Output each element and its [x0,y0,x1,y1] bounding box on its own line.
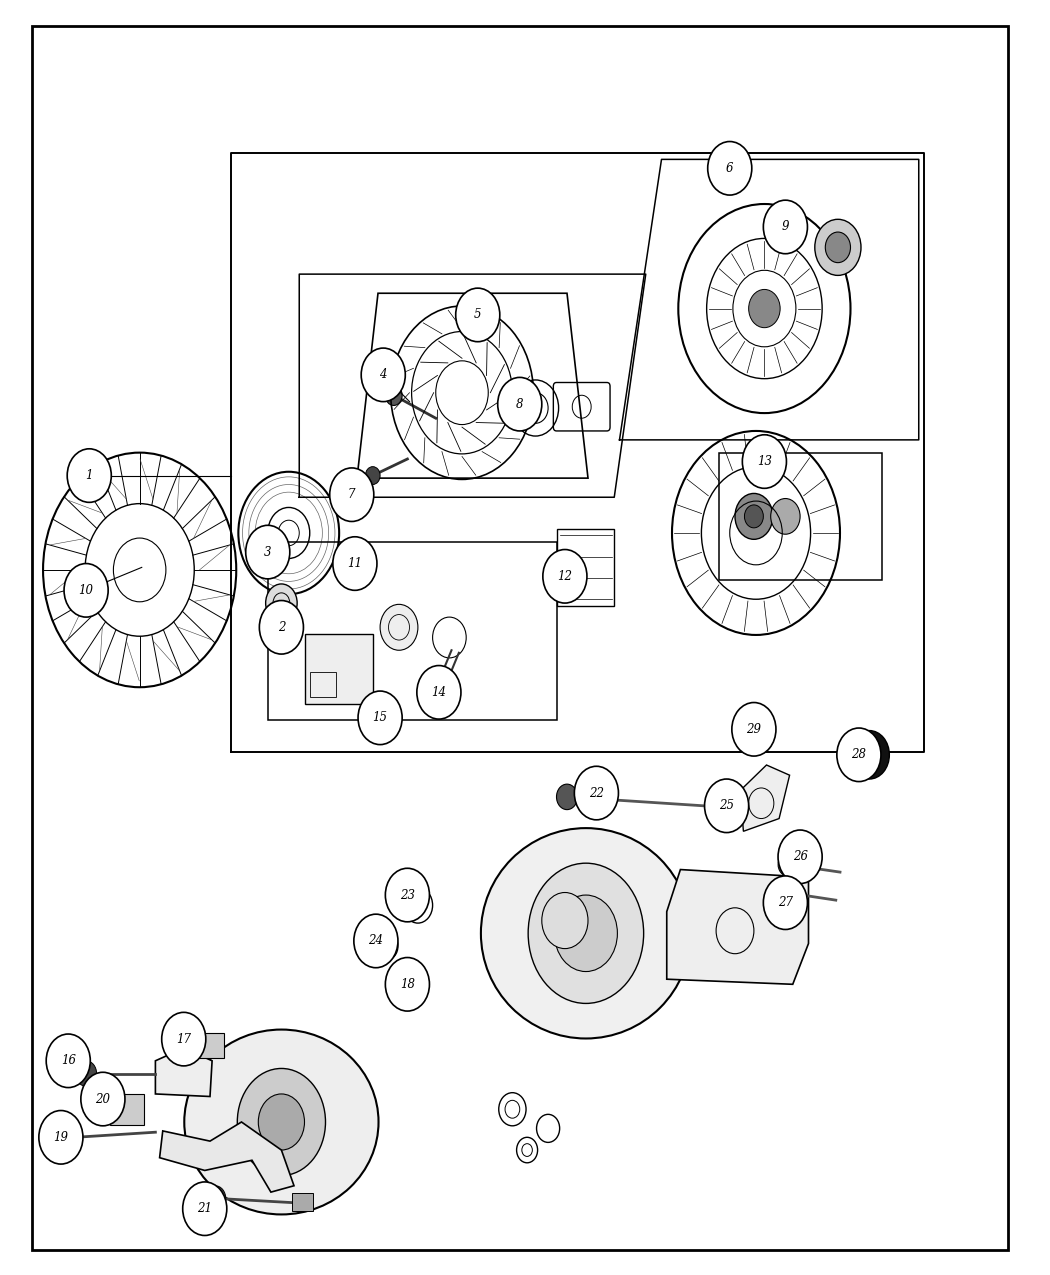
Text: 28: 28 [852,748,866,761]
Text: 27: 27 [778,896,793,909]
Text: 25: 25 [719,799,734,812]
Circle shape [385,385,402,405]
Text: 7: 7 [348,488,356,501]
Circle shape [183,1182,227,1235]
Circle shape [417,666,461,719]
Circle shape [778,830,822,884]
Circle shape [361,348,405,402]
Circle shape [333,537,377,590]
Text: 4: 4 [379,368,387,381]
Circle shape [554,895,617,972]
Text: 8: 8 [516,398,524,411]
Circle shape [528,863,644,1003]
Circle shape [498,377,542,431]
Circle shape [771,499,800,534]
Circle shape [330,468,374,521]
Text: 6: 6 [726,162,734,175]
Bar [556,529,614,606]
Text: 21: 21 [197,1202,212,1215]
Text: 11: 11 [348,557,362,570]
Text: 5: 5 [474,309,482,321]
Circle shape [385,958,429,1011]
Text: 3: 3 [264,546,272,558]
Circle shape [380,604,418,650]
Circle shape [46,1034,90,1088]
Circle shape [849,731,889,779]
Circle shape [825,232,851,263]
Text: 1: 1 [85,469,93,482]
Text: 22: 22 [589,787,604,799]
Circle shape [39,1111,83,1164]
Text: 24: 24 [369,935,383,947]
Bar [310,672,336,697]
Text: 12: 12 [558,570,572,583]
Text: 13: 13 [757,455,772,468]
Text: 14: 14 [432,686,446,699]
Bar [719,453,882,580]
Circle shape [385,868,429,922]
Bar [110,1094,144,1125]
Ellipse shape [481,829,691,1038]
Circle shape [708,142,752,195]
Text: 29: 29 [747,723,761,736]
Circle shape [740,710,768,743]
Circle shape [778,853,797,876]
Text: 10: 10 [79,584,93,597]
Circle shape [543,550,587,603]
Circle shape [266,584,297,622]
Circle shape [776,881,795,904]
Circle shape [246,525,290,579]
Bar [268,542,556,720]
Text: 20: 20 [96,1093,110,1105]
Circle shape [358,691,402,745]
Circle shape [735,493,773,539]
Text: 16: 16 [61,1054,76,1067]
Circle shape [763,876,807,929]
Text: 17: 17 [176,1033,191,1045]
Text: 2: 2 [277,621,286,634]
Circle shape [732,703,776,756]
Circle shape [749,289,780,328]
Circle shape [365,467,380,484]
Circle shape [574,766,618,820]
Circle shape [815,219,861,275]
Text: 26: 26 [793,850,807,863]
Circle shape [763,200,807,254]
Circle shape [205,1186,226,1211]
Bar [197,1033,224,1058]
Text: 19: 19 [54,1131,68,1144]
Bar [292,1193,313,1211]
Text: 18: 18 [400,978,415,991]
Circle shape [237,1068,326,1176]
Polygon shape [740,765,790,831]
Polygon shape [160,1122,294,1192]
Circle shape [162,1012,206,1066]
Circle shape [837,728,881,782]
Circle shape [456,288,500,342]
Circle shape [542,892,588,949]
Text: 15: 15 [373,711,387,724]
Circle shape [742,435,786,488]
Circle shape [61,1125,82,1150]
Polygon shape [155,1048,212,1096]
Circle shape [354,914,398,968]
Ellipse shape [185,1030,379,1214]
Circle shape [744,505,763,528]
Circle shape [64,564,108,617]
Circle shape [705,779,749,833]
Circle shape [259,601,303,654]
Bar [304,634,373,704]
Circle shape [556,784,578,810]
Text: 23: 23 [400,889,415,901]
Text: 9: 9 [781,221,790,233]
Circle shape [81,1072,125,1126]
Circle shape [76,1061,97,1086]
Circle shape [258,1094,304,1150]
Circle shape [67,449,111,502]
Polygon shape [667,870,808,984]
